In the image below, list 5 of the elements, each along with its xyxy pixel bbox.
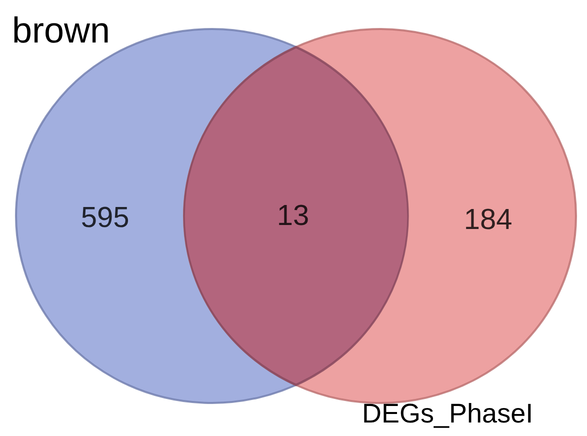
data-label: 595 (80, 202, 130, 234)
data-label: 184 (464, 204, 512, 236)
data-label: 13 (276, 200, 310, 232)
text: DEGs_PhaseI (362, 398, 534, 428)
text: brown (12, 10, 110, 50)
